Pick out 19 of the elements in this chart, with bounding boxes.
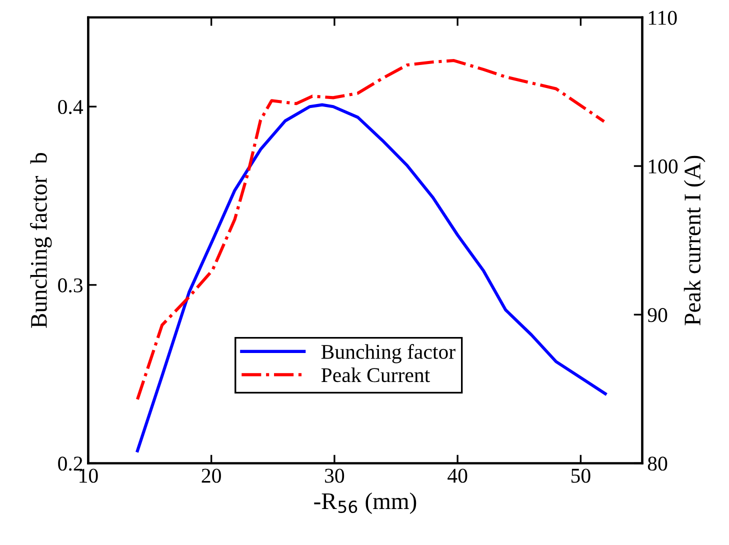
y2-tick-label: 110 bbox=[648, 10, 677, 25]
x-tick-label: 20 bbox=[202, 468, 221, 483]
y2-tick-label: 100 bbox=[648, 159, 678, 174]
y2-tick-label: 90 bbox=[648, 308, 668, 322]
line-series bbox=[136, 103, 607, 452]
legend-label: Bunching factor bbox=[321, 344, 456, 364]
y2-axis-title: Peak current I (A) bbox=[684, 156, 706, 326]
x-axis-title: -R$_{56}$ (mm) bbox=[314, 492, 416, 514]
x-tick-label: 50 bbox=[571, 468, 590, 483]
y-axis-title: Bunching factor b bbox=[30, 153, 52, 328]
y-tick-label: 0.4 bbox=[58, 100, 84, 114]
x-tick-label: 10 bbox=[80, 468, 98, 483]
y-tick-label: 0.3 bbox=[58, 278, 83, 292]
x-tick-label: 30 bbox=[325, 468, 344, 483]
legend-label: Peak Current bbox=[321, 368, 430, 382]
y-tick-label: 0.2 bbox=[58, 456, 82, 471]
x-tick-label: 40 bbox=[448, 468, 468, 483]
y2-tick-label: 80 bbox=[648, 456, 668, 471]
line-series bbox=[136, 59, 606, 401]
